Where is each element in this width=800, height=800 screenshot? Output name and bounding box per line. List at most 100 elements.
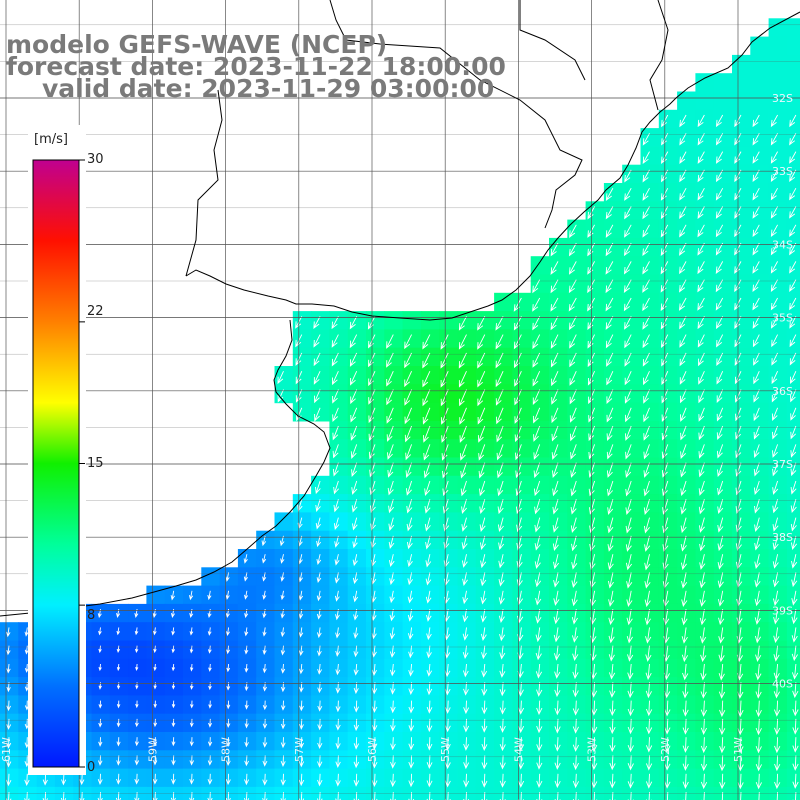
- wind-arrow: [553, 609, 560, 625]
- border-line: [329, 0, 583, 229]
- wind-arrow: [664, 682, 671, 699]
- field-cell: [384, 677, 404, 696]
- field-cell: [256, 750, 276, 770]
- field-cell: [237, 750, 257, 770]
- wind-arrow: [643, 444, 650, 460]
- wind-arrow: [134, 645, 139, 653]
- field-cell: [549, 512, 568, 532]
- field-cell: [658, 677, 678, 696]
- field-cell: [347, 750, 367, 770]
- field-cell: [658, 549, 678, 568]
- wind-arrow: [532, 334, 541, 350]
- wind-arrow: [773, 609, 780, 625]
- wind-arrow: [352, 517, 358, 531]
- field-cell: [768, 54, 788, 74]
- wind-arrow: [532, 279, 541, 294]
- wind-arrow: [153, 645, 157, 654]
- field-cell: [658, 713, 678, 733]
- wind-arrow: [570, 462, 577, 478]
- field-cell: [457, 439, 477, 459]
- wind-arrow: [588, 462, 596, 478]
- field-cell: [347, 713, 367, 733]
- field-cell: [768, 640, 788, 660]
- wind-arrow: [5, 792, 12, 800]
- field-cell: [677, 658, 696, 678]
- wind-arrow: [717, 499, 724, 515]
- field-cell: [494, 677, 513, 696]
- field-cell: [732, 384, 751, 404]
- field-cell: [512, 494, 532, 513]
- wind-arrow: [335, 792, 341, 800]
- field-cell: [622, 512, 642, 532]
- wind-arrow: [262, 737, 268, 748]
- field-cell: [658, 640, 678, 660]
- wind-arrow: [134, 773, 140, 785]
- field-cell: [658, 457, 678, 477]
- field-cell: [494, 311, 513, 330]
- field-cell: [567, 750, 587, 770]
- field-cell: [475, 347, 495, 367]
- field-cell: [750, 36, 770, 56]
- field-cell: [475, 603, 495, 623]
- field-cell: [183, 585, 202, 605]
- wind-arrow: [425, 572, 432, 586]
- field-cell: [237, 732, 257, 751]
- wind-arrow: [298, 792, 305, 800]
- wind-arrow: [587, 297, 595, 312]
- field-cell: [622, 420, 642, 440]
- wind-arrow: [335, 663, 341, 676]
- wind-arrow: [700, 700, 707, 717]
- field-cell: [457, 732, 477, 751]
- field-cell: [622, 201, 642, 221]
- field-cell: [311, 695, 330, 715]
- field-cell: [494, 549, 513, 568]
- wind-arrow: [462, 572, 468, 586]
- field-cell: [640, 549, 660, 568]
- field-cell: [420, 732, 440, 751]
- field-cell: [549, 658, 568, 678]
- wind-arrow: [440, 389, 449, 407]
- field-cell: [768, 695, 788, 715]
- wind-arrow: [497, 462, 504, 479]
- wind-arrow: [406, 535, 413, 550]
- wind-arrow: [97, 773, 103, 786]
- field-cell: [109, 750, 129, 770]
- wind-arrow: [533, 462, 541, 479]
- field-cell: [585, 494, 605, 513]
- wind-arrow: [353, 663, 359, 676]
- wind-arrow: [719, 792, 724, 800]
- wind-arrow: [772, 554, 779, 569]
- field-cell: [256, 732, 276, 751]
- wind-arrow: [244, 773, 250, 786]
- field-cell: [585, 292, 605, 312]
- field-cell: [622, 164, 642, 184]
- wind-arrow: [408, 682, 414, 695]
- field-cell: [567, 237, 587, 257]
- wind-arrow: [753, 371, 760, 385]
- field-cell: [457, 695, 477, 715]
- wind-arrow: [353, 682, 359, 695]
- wind-arrow: [534, 499, 541, 515]
- longitude-label: 56W: [366, 737, 379, 762]
- wind-arrow: [408, 755, 415, 769]
- field-cell: [695, 439, 715, 459]
- field-cell: [420, 311, 440, 330]
- wind-arrow: [719, 700, 726, 718]
- wind-arrow: [332, 462, 339, 477]
- wind-arrow: [208, 700, 212, 709]
- wind-arrow: [753, 444, 760, 459]
- wind-arrow: [371, 773, 378, 787]
- wind-arrow: [353, 737, 360, 750]
- field-cell: [786, 713, 800, 733]
- field-cell: [695, 640, 715, 660]
- wind-arrow: [442, 480, 449, 497]
- field-cell: [311, 658, 330, 678]
- field-cell: [420, 366, 440, 385]
- field-cell: [0, 622, 19, 642]
- field-cell: [475, 494, 495, 513]
- wind-arrow: [680, 462, 687, 478]
- field-cell: [219, 603, 239, 623]
- field-cell: [384, 713, 404, 733]
- wind-arrow: [386, 334, 394, 349]
- wind-arrow: [627, 682, 634, 699]
